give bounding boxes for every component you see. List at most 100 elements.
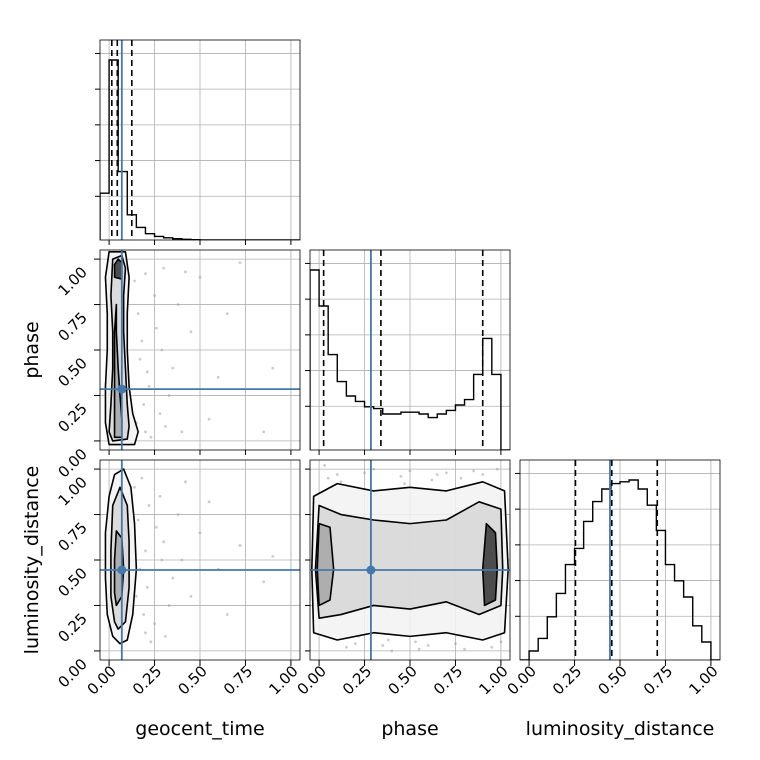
scatter-point <box>158 412 162 416</box>
scatter-point <box>160 348 164 352</box>
scatter-point <box>472 469 476 473</box>
scatter-point <box>403 482 406 486</box>
scatter-point <box>262 430 266 434</box>
scatter-point <box>463 647 466 651</box>
scatter-point <box>184 270 187 274</box>
scatter-point <box>136 518 140 522</box>
scatter-point <box>216 375 220 379</box>
scatter-point <box>198 275 202 279</box>
scatter-point <box>140 476 144 480</box>
contour-level <box>316 522 335 607</box>
scatter-point <box>180 430 184 434</box>
scatter-point <box>481 473 485 476</box>
scatter-point <box>147 504 151 507</box>
scatter-point <box>435 473 439 476</box>
scatter-point <box>144 272 147 276</box>
y-tick-label: 1.00 <box>54 473 90 509</box>
scatter-point <box>167 604 171 607</box>
panel-phase-vs-geocent-time <box>99 249 301 451</box>
scatter-point <box>495 467 499 471</box>
scatter-point <box>164 634 167 638</box>
y-axis-label-phase: phase <box>21 321 43 378</box>
scatter-point <box>180 558 184 562</box>
truth-marker <box>117 384 127 394</box>
x-tick-label: 0.25 <box>549 662 585 698</box>
scatter-point <box>207 500 211 504</box>
x-axis-label-phase: phase <box>381 718 438 740</box>
scatter-point <box>176 303 180 306</box>
scatter-point <box>490 645 494 649</box>
scatter-point <box>225 613 229 616</box>
x-axis-label-geocent-time: geocent_time <box>135 718 264 740</box>
y-tick-label: 0.50 <box>54 354 90 390</box>
scatter-point <box>149 640 153 644</box>
scatter-point <box>326 476 330 480</box>
x-tick-label: 0.50 <box>384 662 420 698</box>
scatter-point <box>499 640 503 644</box>
scatter-point <box>363 471 366 475</box>
y-tick-label: 0.00 <box>54 445 90 481</box>
scatter-point <box>459 476 463 480</box>
x-tick-label: 0.75 <box>220 662 256 698</box>
contour-level <box>314 501 504 619</box>
scatter-point <box>207 417 211 421</box>
x-tick-label: 1.00 <box>265 662 301 698</box>
scatter-point <box>162 540 166 544</box>
scatter-point <box>408 469 412 473</box>
scatter-point <box>426 644 430 647</box>
scatter-point <box>147 384 151 388</box>
y-tick-label: 1.00 <box>54 263 90 299</box>
x-tick-label: 0.75 <box>430 662 466 698</box>
scatter-point <box>164 424 167 428</box>
histogram-step-line <box>520 479 720 660</box>
scatter-point <box>142 403 146 406</box>
scatter-point <box>271 366 275 370</box>
scatter-point <box>323 464 326 467</box>
y-tick-label: 0.75 <box>54 519 90 555</box>
x-tick-label: 0.25 <box>129 662 165 698</box>
scatter-point <box>339 480 343 484</box>
histogram-step-line <box>100 59 300 240</box>
scatter-point <box>136 312 140 316</box>
scatter-point <box>372 467 376 471</box>
y-axis-label-luminosity-distance: luminosity_distance <box>21 466 43 655</box>
x-tick-label: 0.50 <box>594 662 630 698</box>
scatter-point <box>454 642 457 646</box>
x-tick-label: 0.00 <box>504 662 540 698</box>
scatter-point <box>153 622 156 626</box>
scatter-point <box>154 525 158 529</box>
x-tick-label: 0.50 <box>174 662 210 698</box>
scatter-point <box>238 261 242 265</box>
x-tick-label: 0.25 <box>339 662 375 698</box>
x-tick-label: 0.75 <box>640 662 676 698</box>
scatter-point <box>153 294 156 297</box>
scatter-point <box>144 549 147 553</box>
scatter-point <box>167 394 171 397</box>
x-tick-label: 1.00 <box>475 662 511 698</box>
scatter-point <box>184 480 187 484</box>
contour-level <box>481 522 499 607</box>
panel-luminosity-distance-histogram <box>519 459 721 661</box>
truth-marker <box>366 565 376 575</box>
x-tick-label: 0.00 <box>294 662 330 698</box>
scatter-point <box>133 279 136 283</box>
scatter-point <box>417 647 421 651</box>
scatter-point <box>444 471 448 475</box>
histogram-step-line <box>310 269 510 450</box>
panel-luminosity-distance-vs-geocent-time <box>99 459 301 661</box>
y-tick-label: 0.75 <box>54 309 90 345</box>
scatter-point <box>198 531 202 535</box>
contour-level <box>113 258 123 280</box>
scatter-point <box>140 339 144 343</box>
scatter-point <box>414 640 417 644</box>
y-tick-label: 0.25 <box>54 400 90 436</box>
scatter-point <box>171 366 175 370</box>
scatter-point <box>144 631 147 635</box>
scatter-point <box>149 435 153 439</box>
scatter-point <box>145 370 149 374</box>
scatter-point <box>271 554 275 558</box>
scatter-point <box>133 485 136 489</box>
x-axis-label-luminosity-distance: luminosity_distance <box>526 718 715 740</box>
scatter-point <box>335 473 339 476</box>
